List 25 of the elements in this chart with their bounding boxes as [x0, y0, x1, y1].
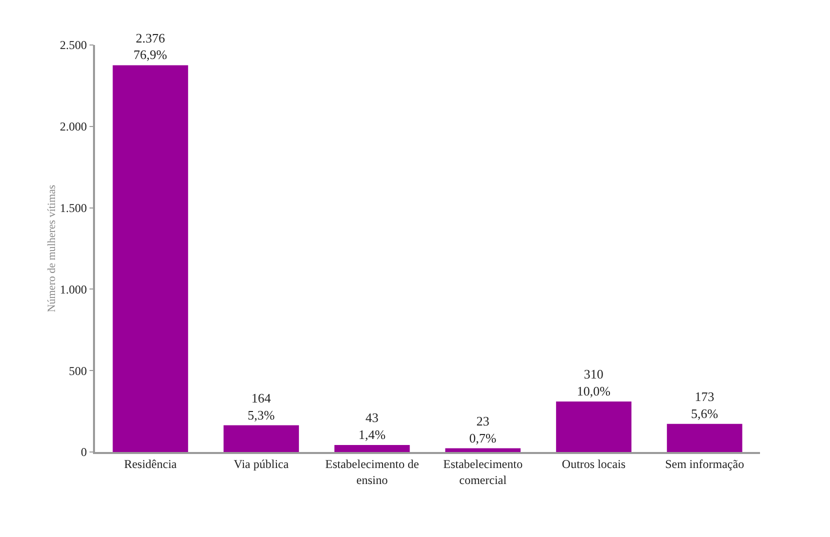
data-label: 310 10,0%	[576, 366, 611, 399]
x-tick-label: Sem informação	[665, 457, 744, 472]
bar	[556, 402, 632, 452]
data-label: 164 5,3%	[248, 390, 275, 422]
x-tick-label: Outros locais	[562, 457, 626, 472]
bar	[112, 65, 188, 452]
bar	[445, 448, 521, 452]
y-axis-title: Número de mulheres vítimas	[46, 184, 58, 312]
data-label: 23 0,7%	[469, 413, 497, 446]
x-tick-label: Estabelecimento de ensino	[325, 457, 419, 487]
y-tick-label: 0	[80, 445, 87, 460]
x-tick-label: Residência	[124, 457, 178, 472]
data-label: 43 1,4%	[358, 410, 386, 442]
y-tick-label: 1.000	[60, 282, 87, 296]
bar	[334, 445, 410, 452]
bar	[666, 424, 742, 452]
x-tick-label: Estabelecimento comercial	[443, 457, 523, 487]
y-tick-label: 500	[68, 364, 87, 378]
data-label: 2.376 76,9%	[134, 30, 168, 62]
y-tick-label: 2.500	[60, 38, 87, 52]
data-label: 173 5,6%	[690, 388, 718, 421]
y-tick-label: 2.000	[60, 120, 87, 134]
bar	[224, 425, 299, 452]
x-tick-label: Via pública	[234, 457, 290, 472]
y-tick-label: 1.500	[60, 201, 87, 215]
